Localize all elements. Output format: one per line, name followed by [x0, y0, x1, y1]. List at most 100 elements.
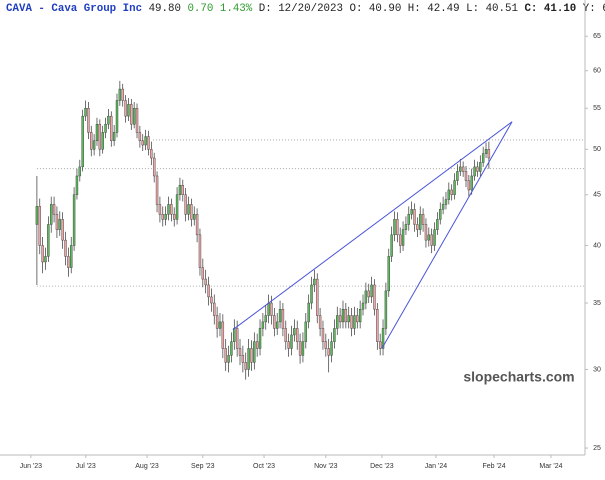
y-tick-label: 35: [593, 300, 601, 307]
candle-body: [370, 284, 373, 298]
candle-body: [61, 219, 64, 241]
candle-body: [75, 175, 79, 195]
candle-body: [127, 104, 130, 117]
x-tick-label: Jun '23: [20, 463, 42, 470]
candle-body: [338, 315, 342, 323]
candle-body: [407, 214, 410, 225]
candle-body: [350, 315, 353, 329]
candle-body: [433, 229, 436, 246]
candle-body: [356, 315, 359, 323]
candle-body: [152, 157, 156, 177]
candle-body: [115, 100, 119, 133]
candle-body: [118, 88, 122, 101]
candle-body: [396, 219, 399, 236]
candle-body: [401, 229, 405, 246]
candle-body: [453, 180, 456, 195]
candle-body: [155, 175, 159, 205]
candle-body: [132, 108, 136, 125]
candle-body: [413, 209, 416, 225]
candle-body: [227, 355, 230, 363]
candle-body: [167, 204, 170, 215]
x-tick-label: Sep '23: [191, 463, 215, 470]
candle-body: [107, 115, 110, 125]
candle-body: [247, 348, 250, 370]
candle-body: [393, 219, 396, 236]
candle-body: [38, 206, 41, 246]
candle-body: [147, 136, 150, 150]
candle-body: [50, 204, 53, 225]
candle-body: [121, 88, 124, 101]
candle-body: [378, 341, 382, 349]
candle-body: [367, 290, 370, 298]
candle-body: [95, 123, 99, 141]
candle-body: [195, 214, 199, 236]
y-tick-label: 50: [593, 146, 601, 153]
candle-body: [324, 341, 328, 349]
candle-body: [459, 166, 462, 172]
candle-body: [327, 348, 330, 356]
candle-body: [124, 100, 127, 117]
candle-body: [416, 224, 419, 230]
y-tick-label: 25: [593, 445, 601, 452]
candle-body: [58, 219, 61, 230]
last-price: 49.80: [148, 3, 181, 15]
candle-body: [250, 348, 253, 363]
candle-body: [298, 341, 302, 356]
candle-body: [336, 315, 339, 329]
candle-body: [135, 108, 139, 133]
candle-body: [441, 204, 445, 210]
candle-body: [230, 341, 233, 356]
candle-body: [213, 302, 216, 316]
x-tick-label: Oct '23: [253, 463, 275, 470]
candle-body: [90, 132, 93, 150]
candle-body: [421, 214, 425, 225]
candle-body: [98, 123, 102, 150]
candle-body: [173, 214, 176, 220]
candle-body: [55, 214, 59, 230]
candle-body: [72, 194, 76, 246]
candle-body: [307, 302, 310, 323]
prev: Y: 60.67: [582, 3, 605, 15]
y-tick-label: 55: [593, 105, 601, 112]
symbol-title: CAVA - Cava Group Inc: [6, 3, 143, 15]
candle-body: [92, 140, 96, 150]
candle-body: [190, 204, 193, 220]
candle-body: [318, 315, 322, 329]
candle-body: [210, 296, 213, 304]
candle-body: [215, 315, 219, 329]
candle-body: [301, 341, 305, 356]
change-pct: 1.43%: [219, 3, 253, 15]
candle-body: [479, 162, 482, 172]
candle-body: [44, 256, 47, 263]
candle-body: [112, 132, 116, 141]
candle-body: [284, 328, 287, 342]
candle-body: [456, 171, 459, 181]
y-tick-label: 65: [593, 33, 601, 40]
candle-body: [373, 284, 376, 310]
candle-body: [410, 209, 413, 215]
candle-body: [290, 334, 293, 349]
candle-body: [47, 224, 50, 257]
candle-body: [278, 309, 282, 323]
y-tick-label: 30: [593, 366, 601, 373]
candle-body: [470, 175, 473, 191]
candle-body: [341, 309, 345, 323]
candle-body: [287, 341, 290, 349]
candle-body: [207, 284, 210, 298]
candle-body: [258, 328, 262, 349]
watermark: slopecharts.com: [463, 369, 574, 385]
candle-body: [399, 234, 402, 246]
candle-body: [52, 204, 56, 215]
candle-body: [439, 209, 442, 220]
candle-body: [461, 166, 465, 172]
candle-body: [316, 278, 319, 316]
x-tick-label: Jan '24: [425, 463, 447, 470]
y-tick-label: 40: [593, 242, 601, 249]
candle-body: [273, 315, 276, 329]
date: D: 12/20/2023: [258, 3, 343, 15]
candle-body: [473, 166, 476, 177]
candle-body: [141, 140, 144, 146]
candle-body: [293, 328, 296, 336]
x-tick-label: Dec '23: [370, 463, 394, 470]
